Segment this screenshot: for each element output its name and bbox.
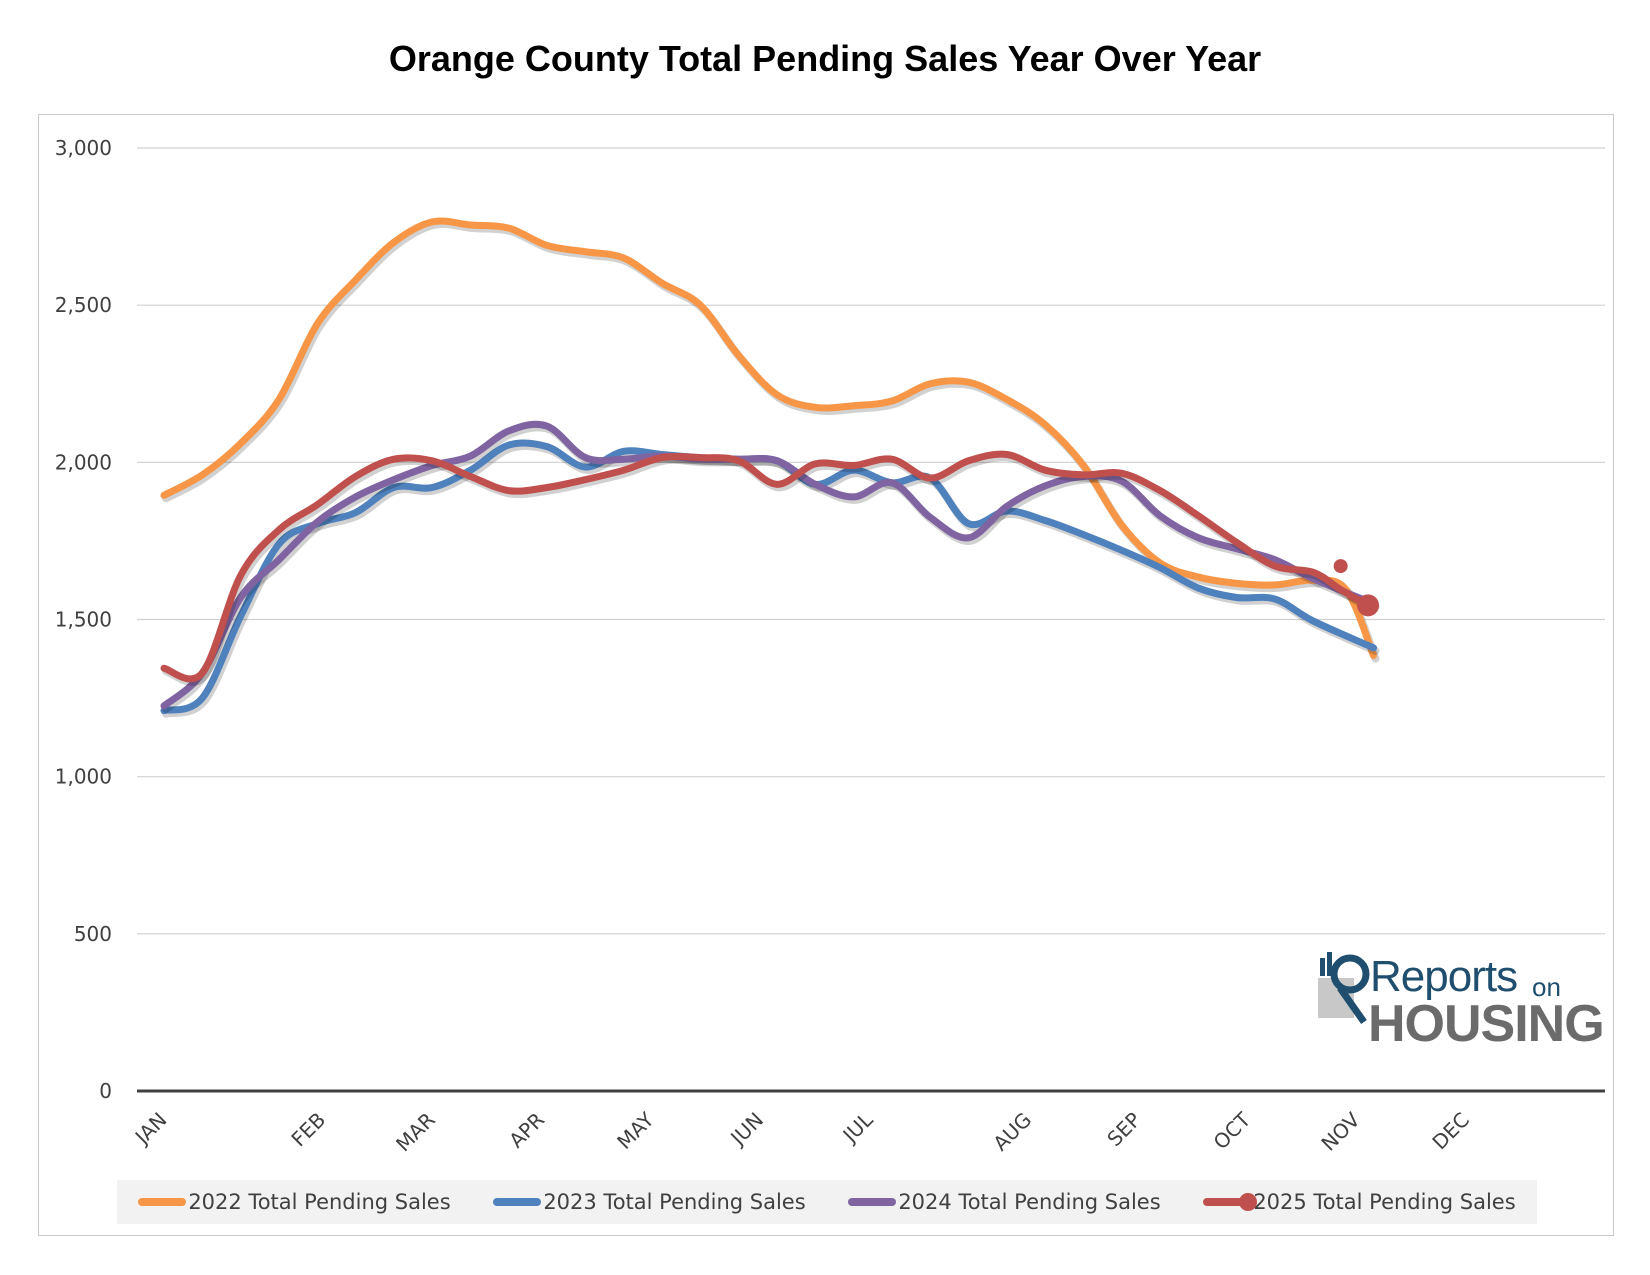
- legend-swatch: [1203, 1193, 1258, 1211]
- x-tick-label: DEC: [1427, 1108, 1474, 1155]
- series-marker: [1333, 559, 1348, 574]
- x-tick-label: FEB: [286, 1108, 330, 1152]
- logo-word-on: on: [1532, 972, 1561, 1002]
- x-tick-label: JUN: [725, 1108, 768, 1151]
- series-shadow: [162, 453, 1375, 686]
- series-line: [160, 217, 1377, 660]
- logo-word-housing: HOUSING: [1368, 995, 1605, 1053]
- legend-item: 2025 Total Pending Sales: [1203, 1190, 1516, 1214]
- y-tick-label: 1,000: [55, 765, 112, 789]
- y-tick-label: 2,500: [55, 293, 112, 317]
- series-2022-total-pending-sales: [160, 217, 1380, 663]
- y-tick-label: 3,000: [55, 136, 112, 160]
- x-tick-label: OCT: [1209, 1107, 1256, 1154]
- series-shadow: [162, 423, 1380, 713]
- legend-label: 2022 Total Pending Sales: [188, 1190, 451, 1214]
- x-tick-label: JAN: [129, 1108, 172, 1151]
- legend-label: 2023 Total Pending Sales: [543, 1190, 806, 1214]
- series-2024-total-pending-sales: [160, 420, 1380, 713]
- legend-marker: [1239, 1193, 1258, 1211]
- y-tick-label: 2,000: [55, 450, 112, 474]
- y-tick-label: 0: [99, 1079, 112, 1103]
- x-tick-label: AUG: [988, 1108, 1036, 1156]
- legend-item: 2022 Total Pending Sales: [138, 1190, 451, 1214]
- x-tick-label: SEP: [1102, 1108, 1145, 1151]
- legend-label: 2024 Total Pending Sales: [898, 1190, 1161, 1214]
- x-tick-label: NOV: [1317, 1107, 1365, 1155]
- series-marker: [1357, 594, 1380, 617]
- x-tick-label: MAY: [612, 1107, 659, 1154]
- x-tick-label: MAR: [391, 1107, 440, 1156]
- chart-frame: [38, 114, 1614, 1236]
- legend: 2022 Total Pending Sales 2023 Total Pendi…: [117, 1180, 1537, 1224]
- y-tick-label: 500: [74, 922, 112, 946]
- reports-on-housing-logo: Reports on HOUSING: [1318, 950, 1605, 1053]
- x-tick-label: APR: [504, 1107, 549, 1152]
- series-line: [160, 450, 1372, 683]
- x-tick-label: JUL: [837, 1107, 878, 1148]
- series-line: [160, 420, 1377, 710]
- logo-word-reports: Reports: [1370, 952, 1518, 1001]
- legend-item: 2024 Total Pending Sales: [848, 1190, 1161, 1214]
- legend-swatch: [138, 1198, 187, 1206]
- y-axis-ticks: 0 500 1,000 1,500 2,000 2,500 3,000: [55, 136, 112, 1103]
- series-group: [160, 217, 1380, 718]
- legend-label: 2025 Total Pending Sales: [1253, 1190, 1516, 1214]
- chart-title: Orange County Total Pending Sales Year O…: [388, 38, 1262, 79]
- series-2025-total-pending-sales: [160, 450, 1380, 686]
- y-tick-label: 1,500: [55, 608, 112, 632]
- legend-item: 2023 Total Pending Sales: [493, 1190, 806, 1214]
- logo-mark-icon: [1318, 952, 1370, 1025]
- legend-swatch: [848, 1198, 897, 1206]
- x-axis-ticks: JAN FEB MAR APR MAY JUN JUL AUG SEP OCT NOV DEC: [129, 1107, 1474, 1156]
- legend-swatch: [493, 1198, 542, 1206]
